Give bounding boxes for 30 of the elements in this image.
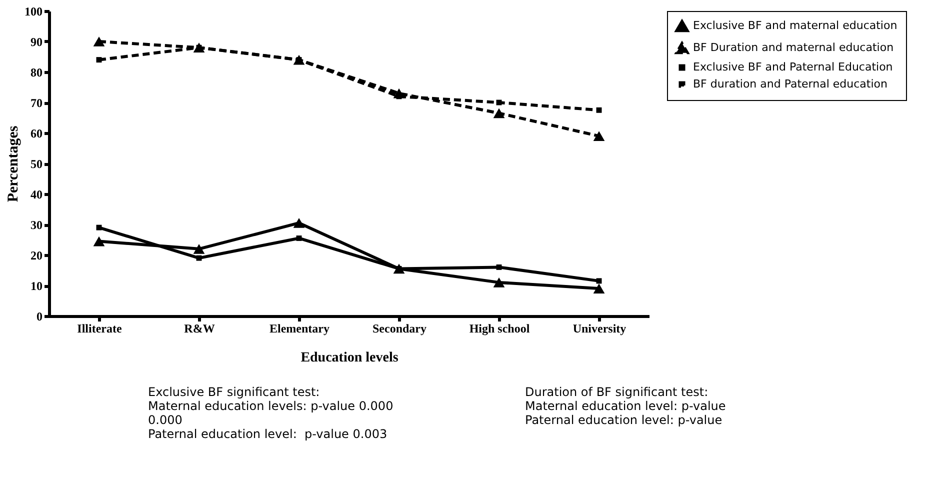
x-tick-label: Elementary: [270, 322, 330, 336]
text: Paternal education level: p-value 0.003: [148, 427, 388, 441]
x-tick-label: R&W: [184, 322, 215, 336]
y-tick-label: 60: [30, 126, 42, 140]
y-tick-label: 0: [36, 310, 42, 324]
text: Paternal education level: p-value: [525, 413, 722, 427]
y-tick-label: 10: [30, 279, 42, 293]
legend-label: Exclusive BF and Paternal Education: [693, 60, 893, 74]
x-tick-label: Secondary: [372, 322, 426, 336]
x-axis-title: Education levels: [300, 350, 399, 366]
y-tick-label: 20: [30, 248, 42, 262]
y-axis-title: Percentages: [6, 126, 22, 202]
text: Maternal education levels: p-value 0.000: [148, 399, 394, 413]
legend-label: BF Duration and maternal education: [693, 41, 894, 54]
y-tick-label: 90: [30, 35, 42, 49]
text: Duration of BF significant test:: [525, 385, 708, 399]
y-tick-label: 70: [30, 96, 42, 110]
y-tick-label: 50: [30, 157, 42, 171]
text: Maternal education level: p-value: [525, 399, 726, 413]
y-tick-label: 100: [24, 4, 42, 18]
x-tick-label: University: [572, 322, 626, 336]
y-tick-label: 40: [30, 188, 42, 202]
x-tick-label: Illiterate: [77, 322, 122, 336]
y-tick-label: 80: [30, 66, 42, 80]
x-tick-label: High school: [469, 322, 530, 336]
y-tick-label: 30: [30, 218, 42, 232]
legend-label: BF duration and Paternal education: [693, 78, 888, 90]
legend-label: Exclusive BF and maternal education: [693, 19, 898, 32]
text: Exclusive BF significant test:: [148, 385, 320, 399]
text: 0.000: [148, 413, 182, 427]
